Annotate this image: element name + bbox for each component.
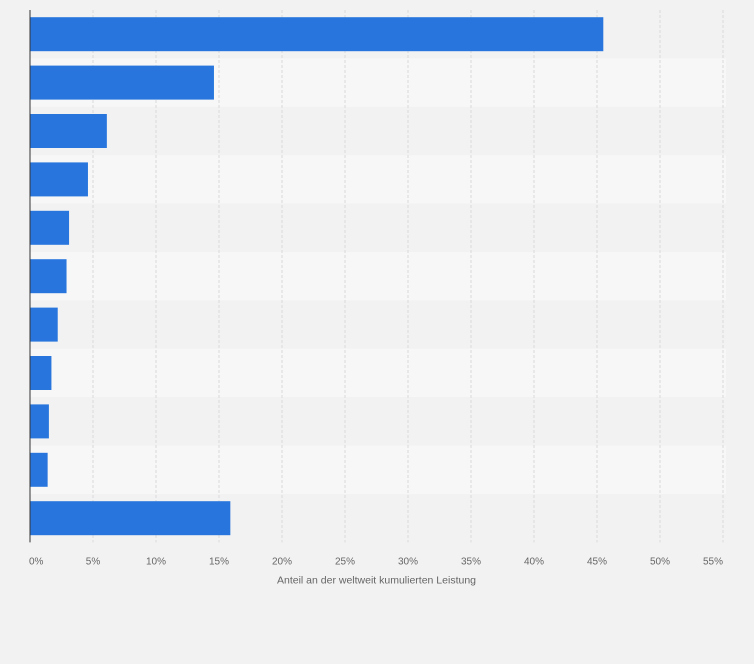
- x-tick-label: 45%: [587, 556, 607, 567]
- x-tick-label: 25%: [335, 556, 355, 567]
- row-band: [30, 397, 726, 446]
- bar[interactable]: [30, 307, 58, 342]
- grid-lines: [92, 10, 724, 543]
- bar[interactable]: [30, 452, 48, 487]
- bar[interactable]: [30, 404, 49, 439]
- row-band: [30, 348, 726, 398]
- x-axis-label: Anteil an der weltweit kumulierten Leist…: [277, 574, 476, 586]
- bar[interactable]: [30, 65, 214, 100]
- bar[interactable]: [30, 501, 231, 536]
- x-tick-label: 10%: [146, 556, 166, 567]
- bars: [30, 17, 604, 536]
- x-tick-label: 50%: [650, 556, 670, 567]
- row-band: [30, 300, 726, 349]
- x-tick-labels: 0% 5% 10% 15% 20% 25% 30% 35% 40% 45% 50% 55%: [29, 556, 723, 567]
- bar[interactable]: [30, 114, 107, 148]
- row-band: [30, 106, 726, 156]
- x-tick-label: 40%: [524, 556, 544, 567]
- x-tick-label: 0%: [29, 556, 44, 567]
- row-band: [30, 203, 726, 252]
- x-tick-label: 20%: [272, 556, 292, 567]
- x-tick-label: 30%: [398, 556, 418, 567]
- row-bands: [30, 10, 726, 543]
- bar[interactable]: [30, 17, 604, 52]
- bar[interactable]: [30, 259, 67, 294]
- bar[interactable]: [30, 162, 88, 197]
- row-band: [30, 252, 726, 301]
- x-tick-label: 55%: [703, 556, 723, 567]
- bar[interactable]: [30, 356, 52, 390]
- row-band: [30, 155, 726, 204]
- x-tick-label: 15%: [209, 556, 229, 567]
- x-tick-label: 5%: [86, 556, 101, 567]
- bar[interactable]: [30, 210, 70, 245]
- row-band: [30, 445, 726, 494]
- x-tick-label: 35%: [461, 556, 481, 567]
